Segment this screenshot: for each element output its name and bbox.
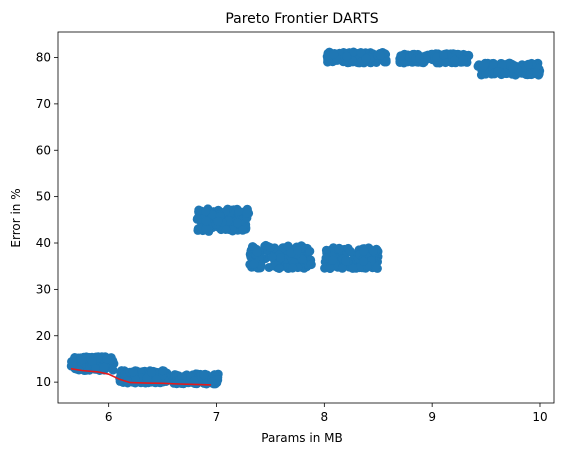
scatter-point-cluster-5 xyxy=(274,264,284,273)
scatter-point-cluster-9 xyxy=(479,60,489,70)
scatter-point-cluster-7 xyxy=(349,47,358,57)
scatter-point-cluster-8 xyxy=(396,51,406,61)
scatter-point-cluster-4 xyxy=(213,216,223,226)
scatter-point-cluster-5 xyxy=(265,243,275,252)
scatter-point-cluster-4 xyxy=(238,225,248,235)
scatter-point-cluster-6 xyxy=(321,245,331,255)
y-tick-label: 10 xyxy=(36,375,51,389)
scatter-point-cluster-1 xyxy=(108,365,118,375)
scatter-point-cluster-5 xyxy=(297,254,307,264)
scatter-point-cluster-8 xyxy=(458,55,468,65)
y-tick-label: 60 xyxy=(36,143,51,157)
scatter-point-cluster-9 xyxy=(481,69,491,79)
axes-frame xyxy=(57,31,555,404)
scatter-point-cluster-1 xyxy=(99,362,109,372)
scatter-point-cluster-2 xyxy=(130,374,140,384)
x-tick-label: 9 xyxy=(428,410,436,424)
scatter-point-cluster-6 xyxy=(337,263,347,273)
scatter-point-cluster-1 xyxy=(77,355,87,365)
scatter-point-cluster-2 xyxy=(128,367,138,377)
scatter-point-cluster-3 xyxy=(199,370,209,380)
scatter-point-cluster-5 xyxy=(252,247,262,257)
scatter-point-cluster-8 xyxy=(418,58,428,68)
scatter-point-cluster-9 xyxy=(523,59,533,69)
scatter-point-cluster-4 xyxy=(194,205,204,215)
x-tick-label: 7 xyxy=(213,410,221,424)
scatter-point-cluster-4 xyxy=(201,216,211,226)
scatter-point-cluster-2 xyxy=(147,367,157,377)
scatter-point-cluster-7 xyxy=(342,51,352,61)
scatter-point-cluster-6 xyxy=(345,246,355,256)
scatter-point-cluster-5 xyxy=(306,260,316,270)
scatter-point-cluster-4 xyxy=(201,224,211,234)
y-tick-label: 80 xyxy=(36,51,51,65)
scatter-point-cluster-6 xyxy=(348,263,358,273)
scatter-point-cluster-7 xyxy=(375,50,385,60)
scatter-point-cluster-1 xyxy=(87,357,97,367)
scatter-points xyxy=(66,47,545,389)
scatter-point-cluster-9 xyxy=(493,67,502,77)
scatter-point-cluster-4 xyxy=(234,206,244,216)
scatter-point-cluster-8 xyxy=(439,50,448,60)
scatter-point-cluster-5 xyxy=(249,259,259,269)
scatter-point-cluster-9 xyxy=(531,68,541,78)
y-tick-label: 50 xyxy=(36,190,51,204)
scatter-point-cluster-4 xyxy=(227,225,237,235)
y-tick-label: 70 xyxy=(36,97,51,111)
scatter-point-cluster-5 xyxy=(293,246,302,256)
y-tick-label: 30 xyxy=(36,282,51,296)
x-axis-ticks: 6 7 8 9 10 xyxy=(105,403,548,424)
scatter-point-cluster-6 xyxy=(359,246,369,256)
scatter-point-cluster-5 xyxy=(276,253,285,263)
scatter-point-cluster-8 xyxy=(432,52,442,62)
scatter-point-cluster-9 xyxy=(508,63,518,73)
x-axis-label: Params in MB xyxy=(261,431,342,445)
scatter-point-cluster-7 xyxy=(381,57,391,67)
scatter-point-cluster-7 xyxy=(361,54,371,64)
chart-title: Pareto Frontier DARTS xyxy=(225,11,378,27)
scatter-point-cluster-4 xyxy=(201,206,210,216)
x-tick-label: 10 xyxy=(532,410,547,424)
scatter-point-cluster-3 xyxy=(189,376,199,386)
pareto-frontier-line xyxy=(70,367,212,386)
scatter-point-cluster-5 xyxy=(267,252,277,262)
y-axis-label: Error in % xyxy=(9,188,23,247)
scatter-point-cluster-2 xyxy=(152,374,161,384)
scatter-point-cluster-6 xyxy=(325,264,335,273)
scatter-point-cluster-4 xyxy=(242,208,252,218)
scatter-point-cluster-6 xyxy=(334,244,344,254)
scatter-point-cluster-2 xyxy=(158,366,168,376)
scatter-point-cluster-8 xyxy=(441,58,450,68)
scatter-point-cluster-6 xyxy=(341,256,351,266)
scatter-point-cluster-4 xyxy=(233,218,243,228)
scatter-point-cluster-8 xyxy=(450,55,459,65)
y-axis-ticks: 10 20 30 40 50 60 70 80 xyxy=(36,51,58,389)
scatter-point-cluster-4 xyxy=(207,210,217,220)
y-tick-label: 20 xyxy=(36,329,51,343)
scatter-point-cluster-5 xyxy=(288,263,298,273)
scatter-point-cluster-6 xyxy=(328,255,338,265)
scatter-point-cluster-6 xyxy=(369,246,378,256)
scatter-point-cluster-6 xyxy=(359,256,368,266)
frontier-line-group xyxy=(70,367,212,386)
scatter-point-cluster-4 xyxy=(221,225,231,234)
x-tick-label: 8 xyxy=(321,410,329,424)
scatter-point-cluster-5 xyxy=(305,246,315,256)
scatter-point-cluster-1 xyxy=(102,354,112,364)
scatter-point-cluster-9 xyxy=(500,68,510,78)
x-tick-label: 6 xyxy=(105,410,113,424)
y-tick-label: 40 xyxy=(36,236,51,250)
scatter-point-cluster-7 xyxy=(329,49,339,59)
